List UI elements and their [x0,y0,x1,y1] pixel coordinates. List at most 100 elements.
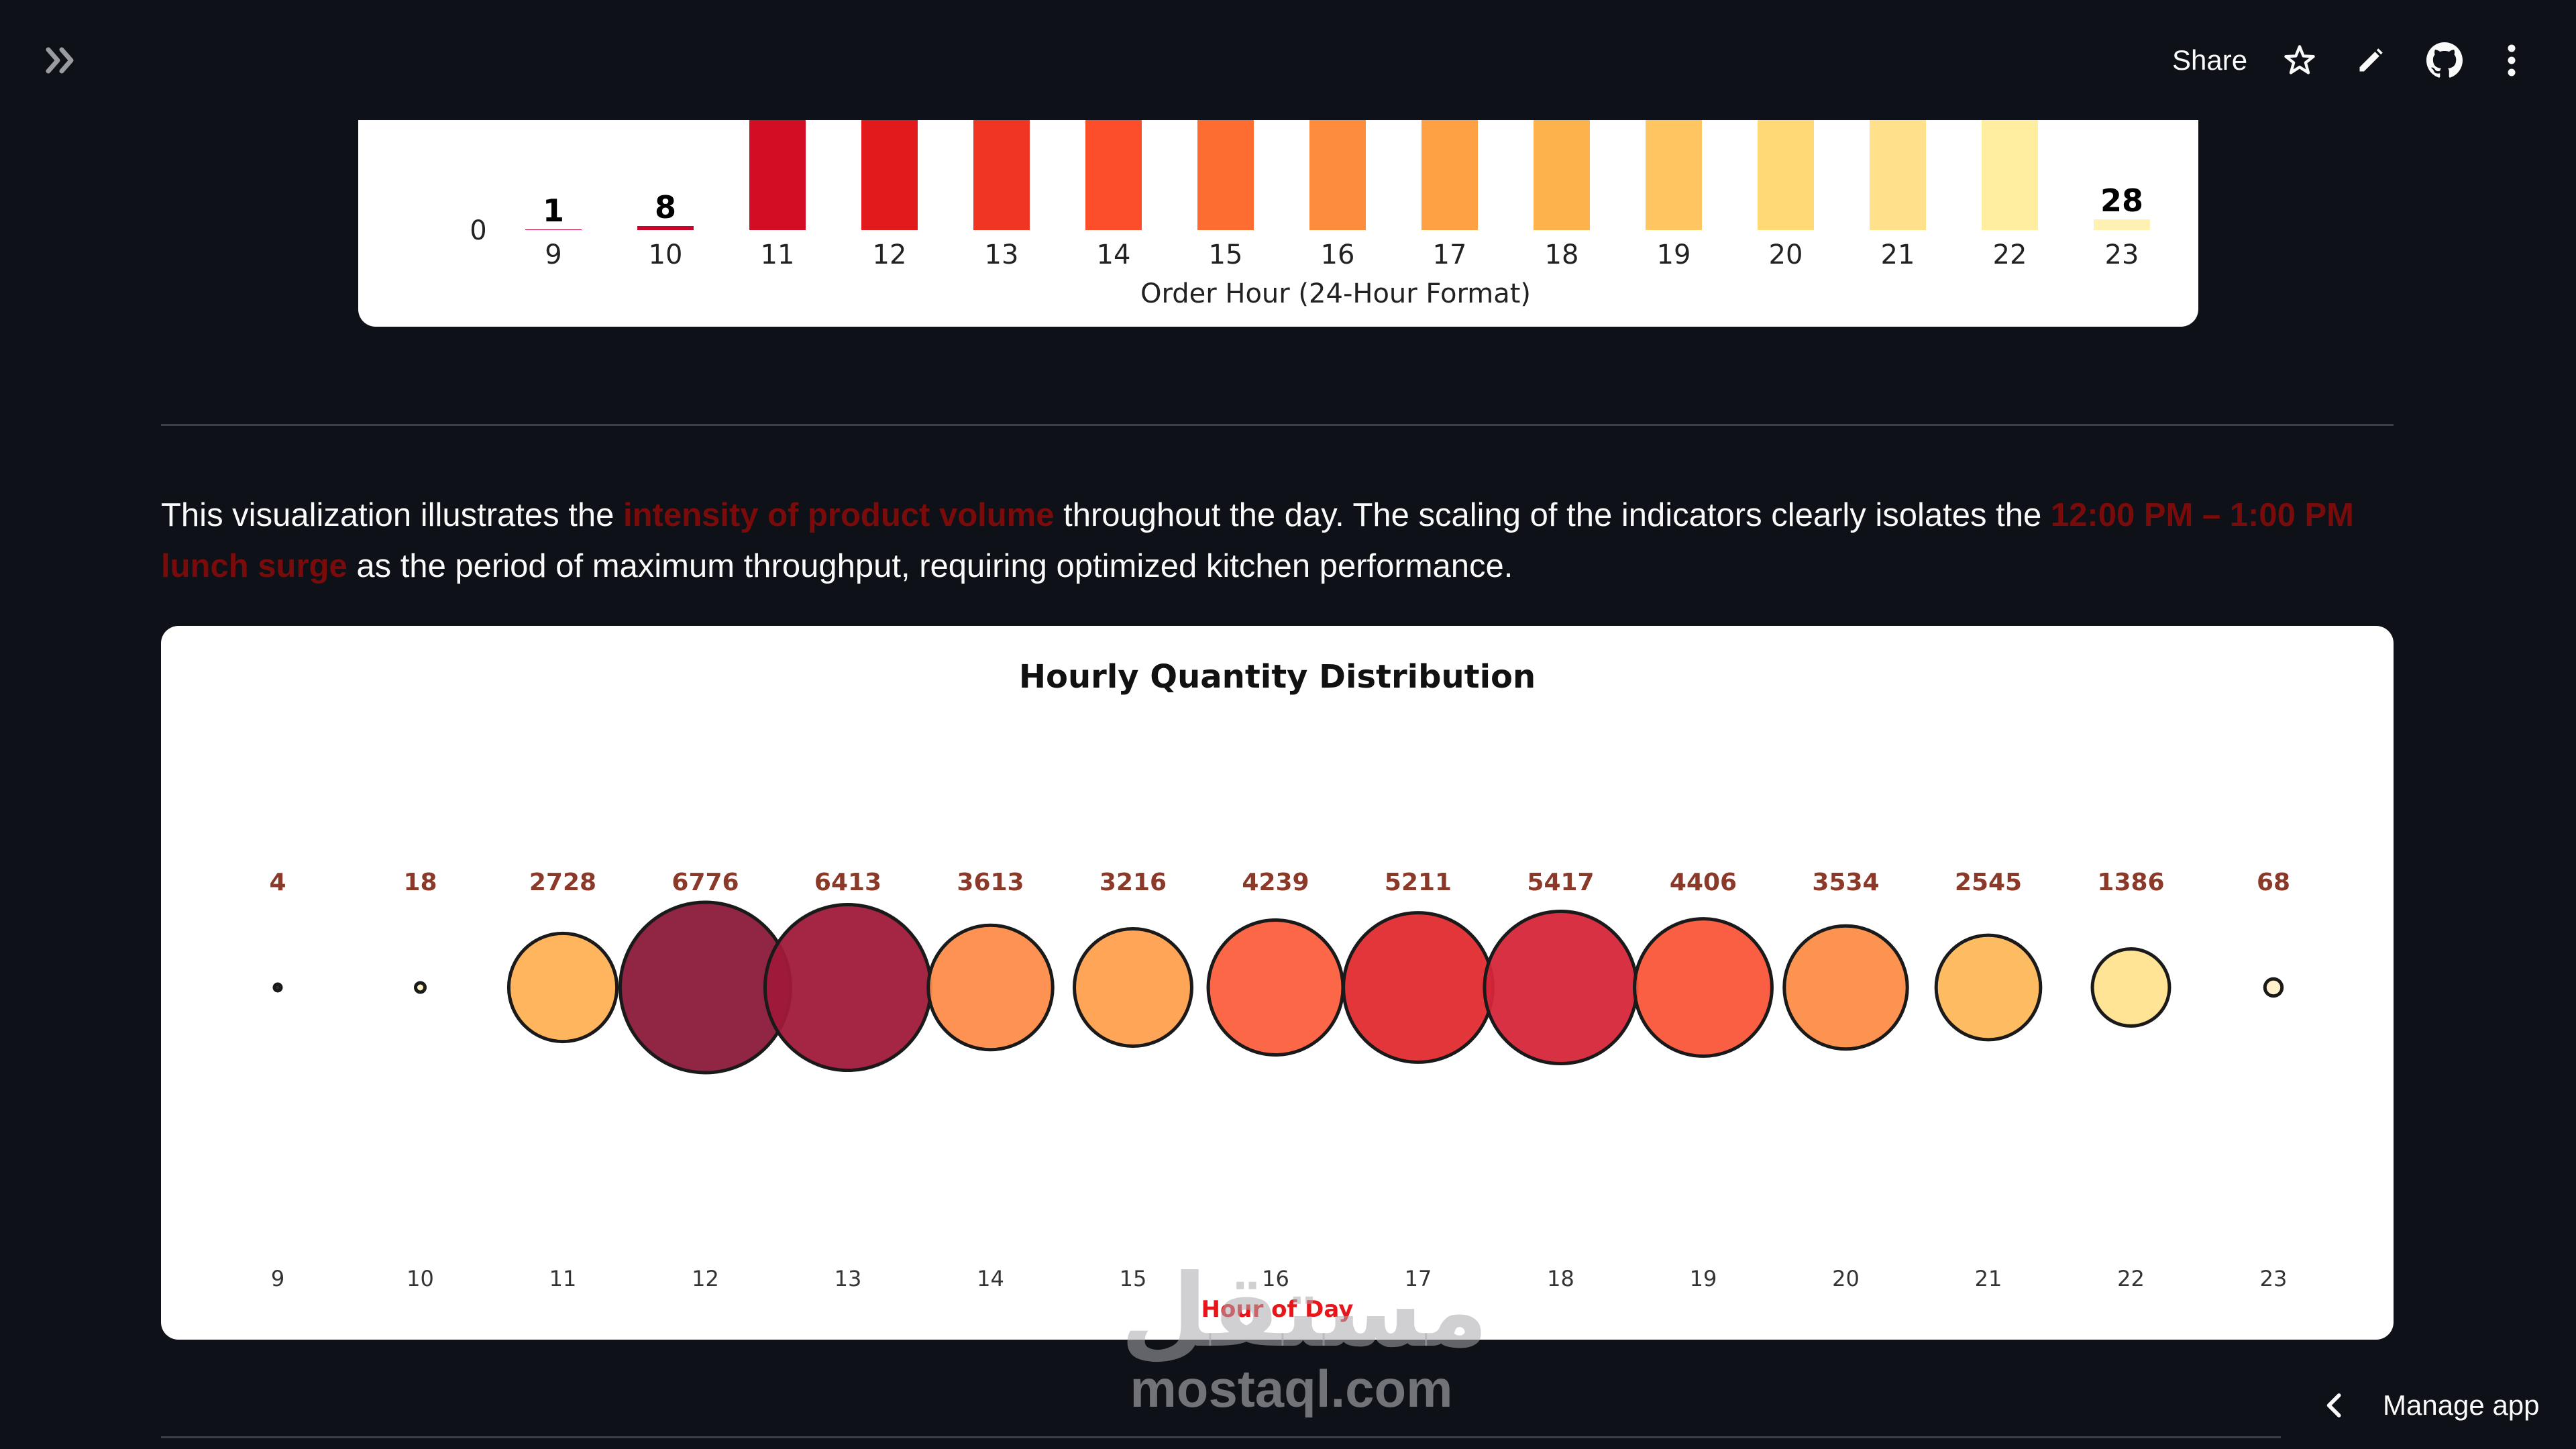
text: as the period of maximum throughput, req… [347,548,1513,584]
chart-description: This visualization illustrates the inten… [161,490,2395,592]
highlight-product-volume: intensity of product volume [623,497,1055,533]
bar [1309,120,1366,230]
double-chevron-right-icon [46,47,74,74]
bubble-value-label: 5417 [1527,869,1594,896]
favorite-button[interactable] [2278,39,2321,82]
x-tick-label: 20 [1832,1266,1860,1291]
x-tick-label: 15 [1209,239,1243,270]
x-tick-label: 10 [649,239,683,270]
x-tick-label: 15 [1120,1266,1147,1291]
section-divider [161,424,2394,426]
x-tick-label: 9 [545,239,561,270]
x-tick-label: 12 [873,239,907,270]
bubble [763,902,933,1073]
x-tick-label: 11 [549,1266,577,1291]
x-axis-label: Hour of Day [1201,1296,1354,1323]
bubble-value-label: 3216 [1099,869,1167,896]
main-menu-button[interactable] [2490,39,2533,82]
bubble [1633,917,1774,1058]
bar [1870,120,1926,230]
watermark-latin: mostaql.com [1130,1359,1453,1418]
bar-value-label: 8 [655,189,676,225]
x-tick-label: 13 [985,239,1019,270]
x-tick-label: 17 [1405,1266,1432,1291]
bubble-value-label: 2545 [1955,869,2022,896]
bubble-value-label: 4 [269,869,286,896]
x-tick-label: 13 [835,1266,862,1291]
bar [1758,120,1814,230]
x-tick-label: 23 [2105,239,2139,270]
kebab-menu-icon [2508,44,2516,76]
bubble-value-label: 6776 [672,869,739,896]
edit-button[interactable] [2349,39,2392,82]
x-tick-label: 18 [1545,239,1579,270]
chart-title: Hourly Quantity Distribution [1019,658,1536,696]
hourly-quantity-bubble-chart: Hourly Quantity Distribution 4 9 18 10 2728 1… [161,626,2394,1340]
bar [2094,219,2150,230]
bubble [1934,933,2043,1042]
chevron-left-icon [2326,1393,2341,1417]
x-tick-label: 18 [1547,1266,1574,1291]
x-tick-label: 17 [1433,239,1467,270]
bubble-value-label: 3534 [1812,869,1879,896]
x-tick-label: 10 [407,1266,434,1291]
x-tick-label: 19 [1690,1266,1717,1291]
star-icon [2284,45,2315,74]
bubble [414,981,427,994]
bubble [2263,977,2284,998]
x-tick-label: 9 [271,1266,284,1291]
bubble [1342,911,1495,1064]
expand-sidebar-button[interactable] [42,40,89,80]
bar [973,120,1030,230]
bar [637,226,694,230]
bubble [926,923,1055,1052]
y-tick-label: 0 [470,215,486,246]
x-tick-label: 14 [1097,239,1131,270]
bubble-value-label: 5211 [1385,869,1452,896]
bar [1982,120,2038,230]
github-icon [2426,42,2463,78]
text: throughout the day. The scaling of the i… [1054,497,2051,533]
bubble [1483,909,1639,1066]
bubble [2090,947,2171,1028]
bubble [506,931,619,1044]
bubble-value-label: 2728 [529,869,596,896]
x-tick-label: 11 [761,239,795,270]
text: This visualization illustrates the [161,497,624,533]
x-tick-label: 21 [1975,1266,2002,1291]
bar [861,120,918,230]
x-tick-label: 22 [1993,239,2027,270]
bar [1421,120,1478,230]
manage-app-button[interactable]: Manage app [2321,1382,2540,1429]
github-button[interactable] [2423,39,2466,82]
highlight-lunch-surge: 12:00 PM – 1:00 PM lunch surge [161,497,2354,584]
section-divider [161,1436,2281,1438]
bubble [1782,924,1909,1051]
bubble [272,982,283,993]
x-tick-label: 14 [977,1266,1004,1291]
bubble-value-label: 1386 [2097,869,2164,896]
x-axis-label: Order Hour (24-Hour Format) [1140,278,1531,309]
x-tick-label: 16 [1262,1266,1289,1291]
x-tick-label: 21 [1881,239,1915,270]
bar [1085,120,1142,230]
x-tick-label: 22 [2117,1266,2145,1291]
bar-value-label: 28 [2100,182,2143,219]
share-button[interactable]: Share [2172,44,2248,76]
bar-value-label: 1 [543,193,564,229]
pencil-icon [2359,48,2383,72]
order-hour-bar-chart: 0 1 9 8 10 11 12 13 14 15 16 17 18 19 20 21 22 28 23 Order … [358,120,2198,327]
x-tick-label: 12 [692,1266,719,1291]
bubble-value-label: 4239 [1242,869,1309,896]
bar [1534,120,1590,230]
bar [1197,120,1254,230]
bubble-chart-svg: Hourly Quantity Distribution 4 9 18 10 2728 1… [269,658,2290,1323]
x-tick-label: 20 [1769,239,1803,270]
bubble-value-label: 6413 [814,869,881,896]
manage-app-label: Manage app [2383,1389,2540,1421]
bar [749,120,806,230]
x-tick-label: 16 [1321,239,1355,270]
bubble [1206,918,1345,1057]
bubble-value-label: 4406 [1670,869,1737,896]
